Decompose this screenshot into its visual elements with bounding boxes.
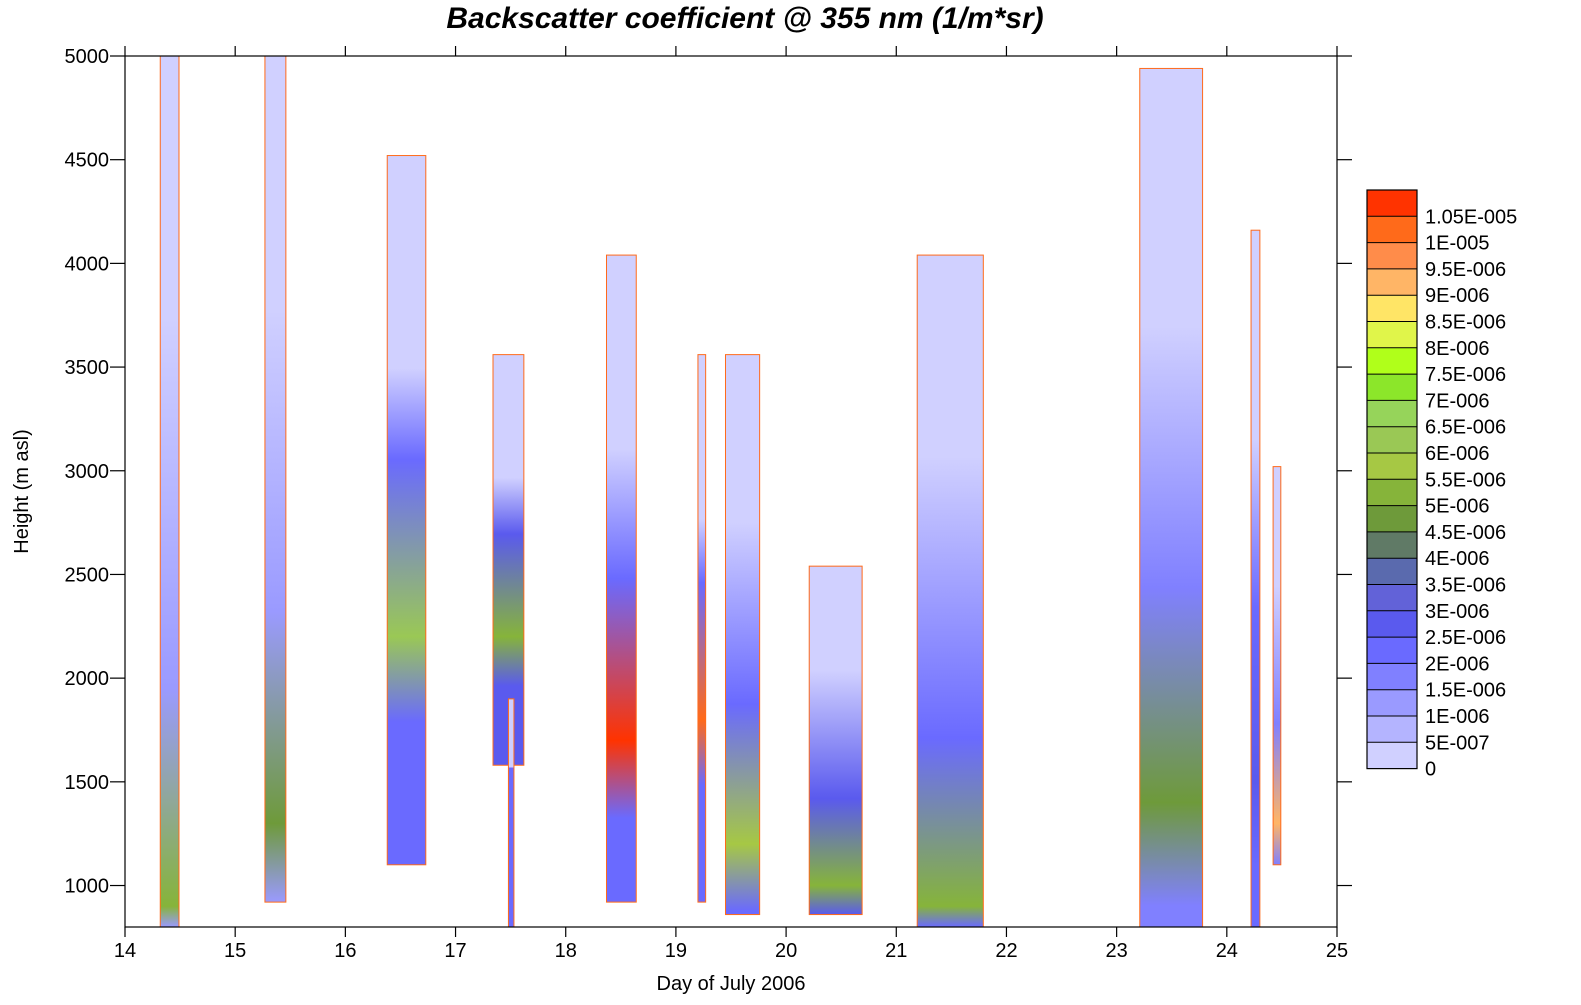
data-profile (697, 354, 707, 903)
colorbar-swatch (1367, 216, 1417, 243)
colorbar-swatch (1367, 321, 1417, 348)
y-tick-label: 2000 (65, 668, 110, 690)
plot-frame (124, 55, 1338, 928)
colorbar-legend: 1.05E-005 1E-005 9.5E-006 9E-006 8.5E-006 8E-… (1366, 189, 1517, 781)
colorbar-swatch (1367, 242, 1417, 269)
colorbar-label: 4.5E-006 (1425, 522, 1506, 544)
data-profile (1139, 67, 1204, 928)
x-tick-label: 24 (1216, 940, 1238, 962)
y-tick-label: 5000 (65, 46, 110, 68)
colorbar-label: 3E-006 (1425, 601, 1490, 623)
colorbar-swatch (1367, 426, 1417, 453)
colorbar-swatch (1367, 268, 1417, 296)
colorbar-swatch (1367, 689, 1417, 716)
y-axis-label: Height (m asl) (11, 429, 33, 553)
colorbar-label: 1E-006 (1425, 706, 1490, 728)
colorbar-label: 1.05E-005 (1425, 206, 1517, 228)
colorbar-label: 5E-007 (1425, 732, 1490, 754)
y-tick-label: 4500 (65, 150, 110, 172)
colorbar-label: 8.5E-006 (1425, 312, 1506, 334)
x-tick-label: 21 (885, 940, 907, 962)
y-tick-label: 1500 (65, 772, 110, 794)
data-profile (916, 254, 984, 928)
colorbar-swatch (1367, 716, 1417, 743)
y-tick-label: 3500 (65, 357, 110, 379)
colorbar-swatch (1367, 610, 1417, 638)
colorbar-swatch (1367, 400, 1417, 427)
colorbar-swatch (1367, 531, 1417, 559)
colorbar-label: 4E-006 (1425, 548, 1490, 570)
colorbar-label: 8E-006 (1425, 338, 1490, 360)
x-tick-label: 14 (114, 940, 136, 962)
colorbar-label: 5E-006 (1425, 496, 1490, 518)
colorbar-label: 9.5E-006 (1425, 259, 1506, 281)
colorbar-label: 9E-006 (1425, 285, 1490, 307)
colorbar-label: 6E-006 (1425, 443, 1490, 465)
colorbar-swatch (1367, 637, 1417, 664)
colorbar-swatch (1367, 505, 1417, 532)
colorbar-swatch (1367, 742, 1417, 769)
y-tick-label: 1000 (65, 876, 110, 898)
data-profile (159, 55, 180, 928)
colorbar-label: 0 (1425, 759, 1436, 781)
colorbar-label: 1E-005 (1425, 233, 1490, 255)
chart-title: Backscatter coefficient @ 355 nm (1/m*sr… (446, 2, 1044, 35)
data-profile (264, 55, 287, 903)
x-tick-label: 22 (995, 940, 1017, 962)
colorbar-swatch (1367, 374, 1417, 401)
data-profile (724, 354, 761, 916)
colorbar-swatch (1367, 453, 1417, 480)
colorbar-label: 5.5E-006 (1425, 469, 1506, 491)
x-tick-label: 20 (775, 940, 797, 962)
colorbar-swatch (1367, 558, 1417, 585)
colorbar-swatch (1367, 190, 1417, 217)
colorbar-label: 7E-006 (1425, 390, 1490, 412)
data-profile (492, 354, 525, 766)
x-tick-label: 25 (1326, 940, 1348, 962)
colorbar-swatch (1367, 479, 1417, 506)
colorbar-label: 3.5E-006 (1425, 575, 1506, 597)
colorbar-swatch (1367, 663, 1417, 690)
x-tick-label: 15 (224, 940, 246, 962)
y-tick-label: 4000 (65, 253, 110, 275)
x-tick-label: 17 (444, 940, 466, 962)
y-tick-label: 3000 (65, 461, 110, 483)
x-axis-label: Day of July 2006 (657, 973, 806, 995)
x-tick-label: 19 (665, 940, 687, 962)
data-profile (808, 565, 863, 916)
colorbar-frame (1366, 189, 1418, 770)
y-axis: 1000 1500 2000 2500 3000 3500 4000 4500 5000 (65, 46, 1352, 898)
data-profile (1250, 229, 1261, 928)
y-tick-label: 2500 (65, 564, 110, 586)
data-profiles (159, 55, 1282, 928)
data-profile (1272, 466, 1282, 866)
colorbar-label: 2E-006 (1425, 653, 1490, 675)
data-profile (605, 254, 637, 903)
colorbar-label: 7.5E-006 (1425, 364, 1506, 386)
x-tick-label: 16 (334, 940, 356, 962)
data-profile (386, 155, 427, 866)
colorbar-label: 6.5E-006 (1425, 417, 1506, 439)
colorbar-label: 2.5E-006 (1425, 627, 1506, 649)
x-tick-label: 23 (1106, 940, 1128, 962)
colorbar-swatch (1367, 584, 1417, 611)
x-tick-label: 18 (555, 940, 577, 962)
colorbar-label: 1.5E-006 (1425, 680, 1506, 702)
data-profile (507, 698, 515, 928)
colorbar-swatch (1367, 347, 1417, 375)
colorbar-swatch (1367, 295, 1417, 322)
x-axis: 14 15 16 17 18 19 20 21 22 23 24 25 (114, 46, 1348, 962)
